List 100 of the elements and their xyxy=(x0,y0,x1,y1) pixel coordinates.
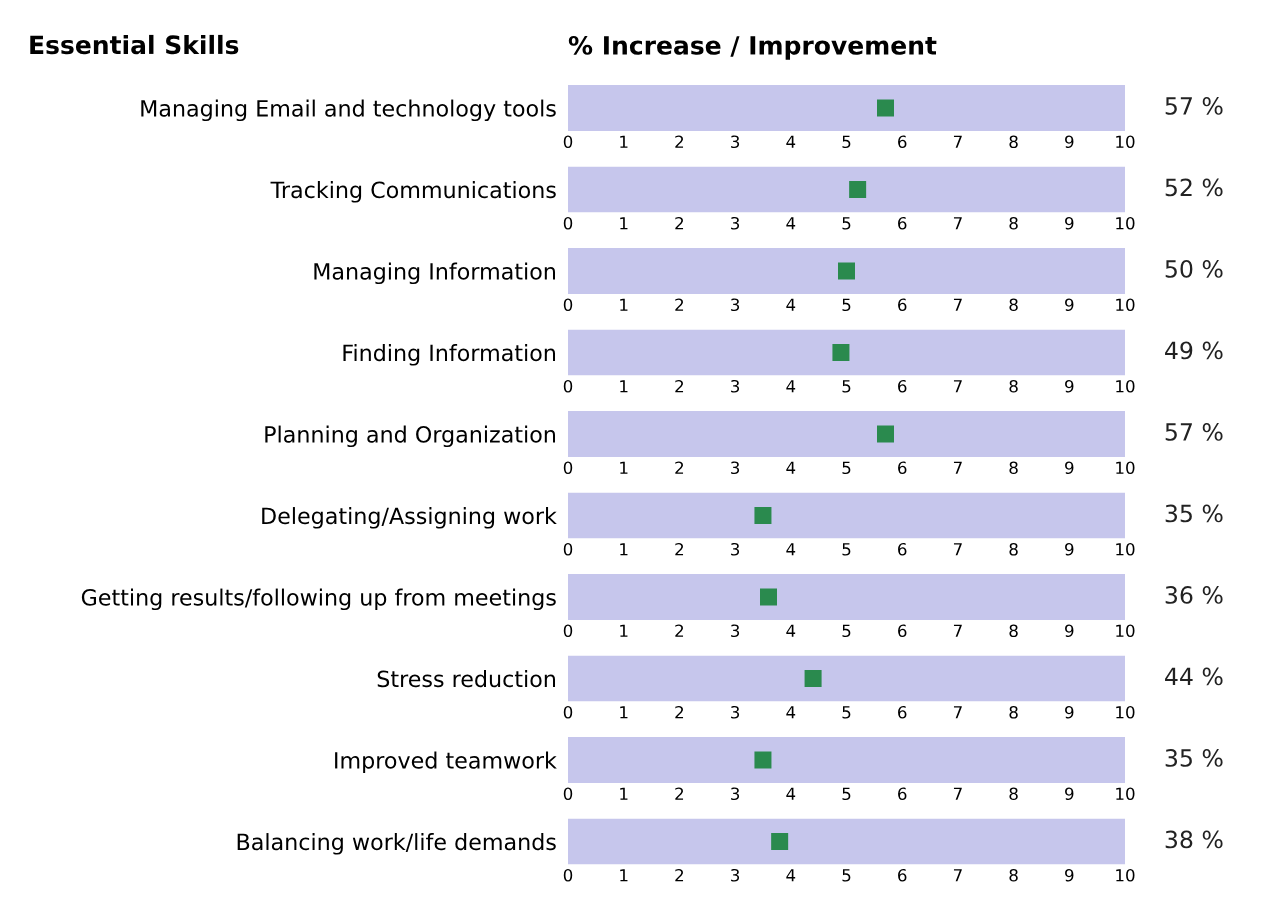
x-tick-label: 7 xyxy=(953,706,962,719)
x-tick-label: 0 xyxy=(563,542,573,556)
x-tick-label: 4 xyxy=(786,461,796,474)
x-tick-label: 5 xyxy=(842,787,851,801)
x-tick-label: 2 xyxy=(675,542,684,556)
x-tick-label: 0 xyxy=(563,135,573,149)
x-tick-label: 4 xyxy=(786,543,796,556)
text: 49 % xyxy=(1165,341,1223,360)
text: 57 % xyxy=(1165,96,1223,115)
x-tick-label: 5 xyxy=(842,624,851,638)
x-tick-label: 6 xyxy=(898,624,907,638)
x-tick-label: 1 xyxy=(620,217,628,230)
x-tick-label: 3 xyxy=(731,868,740,882)
y-tick-label: Planning and Organization xyxy=(265,425,556,448)
y-tick-label: Tracking Communications xyxy=(270,181,556,203)
x-tick-label: 10 xyxy=(1116,379,1135,393)
x-tick-label: 5 xyxy=(842,869,851,882)
x-tick-label: 7 xyxy=(953,298,962,311)
text: 44 % xyxy=(1165,667,1223,686)
x-tick-label: 2 xyxy=(675,461,684,474)
x-tick-label: 1 xyxy=(620,624,628,637)
y-tick-label: Managing Email and technology tools xyxy=(141,99,556,122)
x-tick-label: 3 xyxy=(731,298,740,312)
x-tick-label: 5 xyxy=(842,298,851,312)
chart-title: % Increase / Improvement xyxy=(568,35,937,60)
x-tick-label: 4 xyxy=(786,869,796,882)
x-tick-label: 10 xyxy=(1116,868,1135,882)
x-tick-label: 6 xyxy=(898,379,907,393)
x-tick-label: 6 xyxy=(898,135,907,149)
x-tick-label: 6 xyxy=(898,461,907,475)
x-tick-label: 3 xyxy=(731,135,740,149)
x-tick-label: 2 xyxy=(675,624,684,637)
x-tick-label: 7 xyxy=(953,869,962,882)
x-tick-label: 9 xyxy=(1065,298,1074,312)
text: 50 % xyxy=(1165,259,1223,278)
x-tick-label: 1 xyxy=(620,869,628,882)
x-tick-label: 0 xyxy=(563,379,573,393)
x-tick-label: 8 xyxy=(1009,787,1018,801)
x-tick-label: 4 xyxy=(786,787,796,800)
x-tick-label: 9 xyxy=(1065,379,1074,393)
x-tick-label: 10 xyxy=(1116,216,1135,230)
text: 36 % xyxy=(1165,585,1223,604)
x-tick-label: 7 xyxy=(953,624,962,637)
x-tick-label: 6 xyxy=(898,787,907,801)
x-tick-label: 1 xyxy=(620,298,628,311)
x-tick-label: 3 xyxy=(731,216,740,230)
x-tick-label: 4 xyxy=(786,624,796,637)
x-tick-label: 1 xyxy=(620,380,628,393)
x-tick-label: 9 xyxy=(1065,787,1074,801)
x-tick-label: 9 xyxy=(1065,705,1074,719)
x-tick-label: 2 xyxy=(675,705,684,719)
x-tick-label: 0 xyxy=(563,787,573,801)
x-tick-label: 7 xyxy=(953,461,962,474)
text: 57 % xyxy=(1165,422,1223,441)
x-tick-label: 0 xyxy=(563,624,573,638)
y-axis-title: Essential Skills xyxy=(30,34,239,55)
x-tick-label: 9 xyxy=(1065,216,1074,230)
x-tick-label: 0 xyxy=(563,705,573,719)
x-tick-label: 6 xyxy=(898,868,907,882)
y-tick-label: Balancing work/life demands xyxy=(237,833,556,855)
x-tick-label: 6 xyxy=(898,705,907,719)
x-tick-label: 8 xyxy=(1009,542,1018,556)
x-tick-label: 9 xyxy=(1065,542,1074,556)
x-tick-label: 4 xyxy=(786,380,796,393)
x-tick-label: 9 xyxy=(1065,868,1074,882)
x-tick-label: 2 xyxy=(675,298,684,311)
x-tick-label: 3 xyxy=(731,461,740,475)
x-tick-label: 6 xyxy=(898,298,907,312)
x-tick-label: 9 xyxy=(1065,624,1074,638)
x-tick-label: 6 xyxy=(898,542,907,556)
x-tick-label: 2 xyxy=(675,787,684,800)
y-tick-label: Stress reduction xyxy=(377,670,555,688)
x-tick-label: 2 xyxy=(675,379,684,393)
text: 52 % xyxy=(1165,178,1223,197)
x-tick-label: 10 xyxy=(1116,787,1135,801)
x-tick-label: 1 xyxy=(620,543,628,556)
y-tick-label: Getting results/following up from meetings xyxy=(81,588,556,611)
x-tick-label: 5 xyxy=(842,461,851,475)
y-tick-label: Managing Information xyxy=(314,262,555,285)
text: 35 % xyxy=(1165,748,1223,767)
x-tick-label: 8 xyxy=(1009,868,1018,882)
x-tick-label: 8 xyxy=(1009,705,1018,719)
x-tick-label: 8 xyxy=(1009,624,1018,638)
x-tick-label: 10 xyxy=(1116,624,1135,638)
x-tick-label: 4 xyxy=(786,298,796,311)
x-tick-label: 8 xyxy=(1009,461,1018,475)
x-tick-label: 7 xyxy=(953,543,962,556)
y-tick-label: Delegating/Assigning work xyxy=(262,507,557,529)
x-tick-label: 8 xyxy=(1009,379,1018,393)
x-tick-label: 7 xyxy=(953,135,962,148)
x-tick-label: 4 xyxy=(786,135,796,148)
x-tick-label: 8 xyxy=(1009,298,1018,312)
x-tick-label: 5 xyxy=(842,706,851,719)
x-tick-label: 10 xyxy=(1116,542,1135,556)
x-tick-label: 2 xyxy=(675,135,684,148)
x-tick-label: 1 xyxy=(620,706,628,719)
x-tick-label: 3 xyxy=(731,787,740,801)
x-tick-label: 0 xyxy=(563,461,573,475)
y-tick-label: Finding Information xyxy=(343,344,556,366)
x-tick-label: 1 xyxy=(620,461,628,474)
